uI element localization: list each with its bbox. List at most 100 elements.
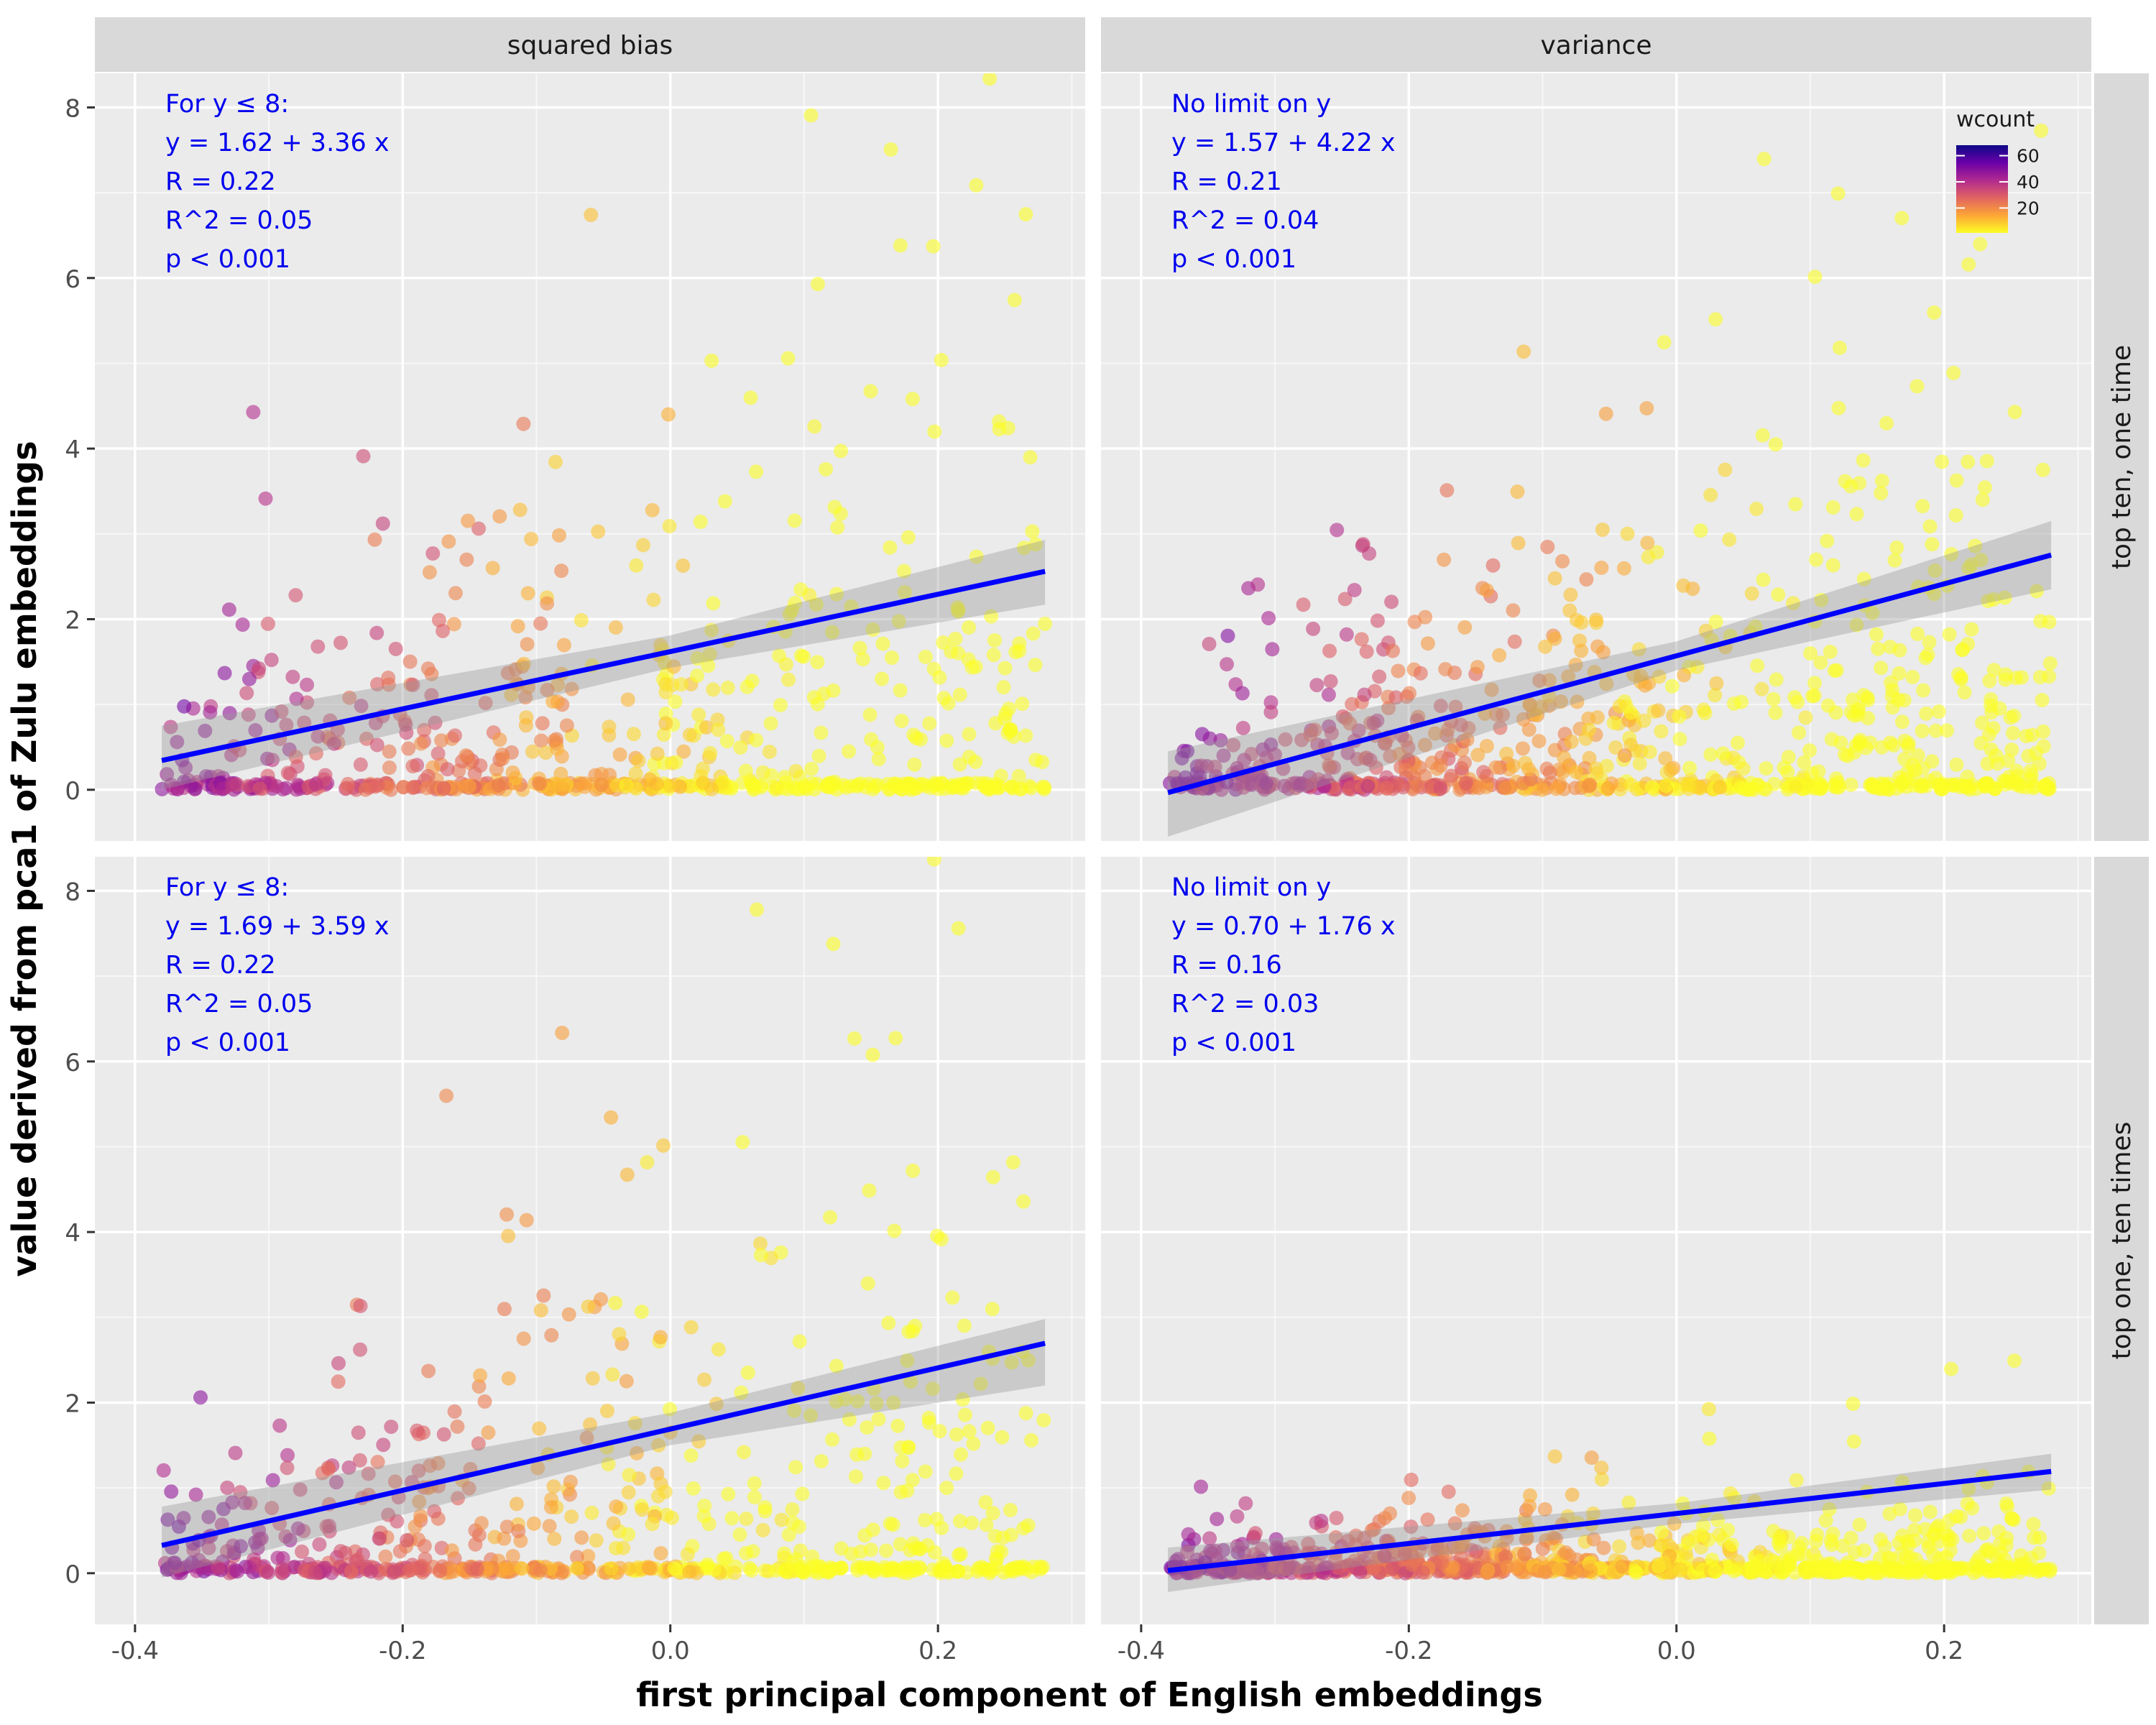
data-point bbox=[753, 780, 768, 795]
data-point bbox=[646, 592, 661, 607]
data-point bbox=[2033, 614, 2048, 629]
panel-1-0: For y ≤ 8: y = 1.69 + 3.59 x R = 0.22 R^2 =… bbox=[65, 857, 1085, 1665]
data-point bbox=[246, 405, 261, 420]
data-point bbox=[1330, 1560, 1345, 1576]
data-point bbox=[370, 676, 385, 691]
data-point bbox=[1769, 672, 1784, 687]
data-point bbox=[1616, 561, 1631, 576]
data-point bbox=[893, 683, 908, 698]
data-point bbox=[1522, 1499, 1537, 1514]
data-point bbox=[1852, 1517, 1867, 1532]
data-point bbox=[890, 1418, 906, 1433]
data-point bbox=[526, 1516, 541, 1531]
data-point bbox=[1023, 781, 1038, 796]
data-point bbox=[921, 1410, 936, 1425]
data-point bbox=[1835, 1538, 1851, 1553]
data-point bbox=[1583, 1563, 1598, 1578]
data-point bbox=[895, 1453, 910, 1468]
data-point bbox=[787, 1403, 802, 1418]
data-point bbox=[1563, 587, 1578, 602]
data-point bbox=[1479, 583, 1494, 598]
data-point bbox=[954, 1447, 969, 1462]
data-point bbox=[1016, 1194, 1031, 1209]
data-point bbox=[1488, 760, 1503, 775]
data-point bbox=[581, 1560, 596, 1576]
data-point bbox=[2035, 462, 2050, 477]
data-point bbox=[461, 513, 476, 528]
data-point bbox=[847, 1031, 862, 1046]
data-point bbox=[433, 1563, 448, 1578]
data-point bbox=[1768, 1555, 1783, 1570]
data-point bbox=[390, 1514, 405, 1529]
data-point bbox=[417, 1538, 432, 1553]
data-point bbox=[1847, 1545, 1862, 1560]
data-point bbox=[978, 1495, 993, 1510]
data-point bbox=[1258, 776, 1273, 791]
data-point bbox=[1730, 735, 1745, 750]
x-axis-label: first principal component of English emb… bbox=[636, 1675, 1542, 1714]
data-point bbox=[906, 1324, 921, 1339]
data-point bbox=[1379, 770, 1394, 785]
data-point bbox=[1808, 1534, 1823, 1549]
data-point bbox=[1756, 781, 1771, 796]
color-legend: wcount 60 40 20 bbox=[1956, 107, 2040, 233]
data-point bbox=[400, 1532, 415, 1547]
data-point bbox=[1594, 560, 1609, 575]
data-point bbox=[573, 612, 589, 627]
data-point bbox=[877, 1563, 892, 1578]
data-point bbox=[1530, 1563, 1545, 1578]
data-point bbox=[934, 352, 949, 367]
data-point bbox=[703, 745, 718, 760]
data-point bbox=[1018, 1406, 1033, 1421]
data-point bbox=[697, 1372, 712, 1387]
data-point bbox=[763, 716, 778, 731]
y-axis-label: value derived from pca1 of Zulu embeddin… bbox=[5, 441, 44, 1276]
data-point bbox=[1927, 305, 1942, 320]
data-point bbox=[1919, 706, 1934, 721]
data-point bbox=[1940, 723, 1955, 738]
data-point bbox=[1667, 1516, 1682, 1531]
data-point bbox=[201, 1509, 216, 1524]
data-point bbox=[369, 737, 384, 753]
data-point bbox=[1858, 740, 1874, 755]
x-tick-label: -0.2 bbox=[379, 1637, 426, 1665]
data-point bbox=[1595, 522, 1610, 537]
data-point bbox=[160, 767, 175, 782]
data-point bbox=[1998, 672, 2013, 687]
data-point bbox=[2009, 763, 2024, 778]
data-point bbox=[819, 461, 834, 477]
data-point bbox=[984, 609, 999, 624]
data-point bbox=[1915, 724, 1930, 739]
data-point bbox=[1787, 690, 1802, 705]
data-point bbox=[1268, 1560, 1284, 1576]
data-point bbox=[860, 1420, 875, 1435]
data-point bbox=[338, 1545, 353, 1560]
data-point bbox=[1824, 732, 1839, 747]
data-point bbox=[310, 729, 326, 744]
data-point bbox=[559, 718, 574, 733]
data-point bbox=[683, 1448, 699, 1463]
data-point bbox=[1584, 1450, 1599, 1466]
data-point bbox=[533, 1563, 548, 1578]
data-point bbox=[1585, 1506, 1600, 1521]
data-point bbox=[292, 1482, 308, 1497]
data-point bbox=[1322, 758, 1337, 773]
data-point bbox=[1922, 519, 1938, 534]
data-point bbox=[865, 1522, 880, 1537]
data-point bbox=[1651, 703, 1666, 718]
data-point bbox=[1445, 1560, 1460, 1575]
data-point bbox=[1021, 1353, 1036, 1368]
data-point bbox=[619, 1167, 635, 1182]
data-point bbox=[505, 765, 520, 780]
data-point bbox=[1949, 473, 1964, 488]
data-point bbox=[555, 1026, 570, 1041]
data-point bbox=[1932, 777, 1947, 792]
data-point bbox=[673, 677, 688, 692]
data-point bbox=[1594, 1460, 1609, 1476]
data-point bbox=[401, 741, 416, 756]
data-point bbox=[1309, 678, 1325, 693]
data-point bbox=[1701, 1402, 1716, 1417]
data-point bbox=[156, 1463, 171, 1478]
data-point bbox=[1803, 646, 1818, 661]
data-point bbox=[1759, 760, 1774, 776]
